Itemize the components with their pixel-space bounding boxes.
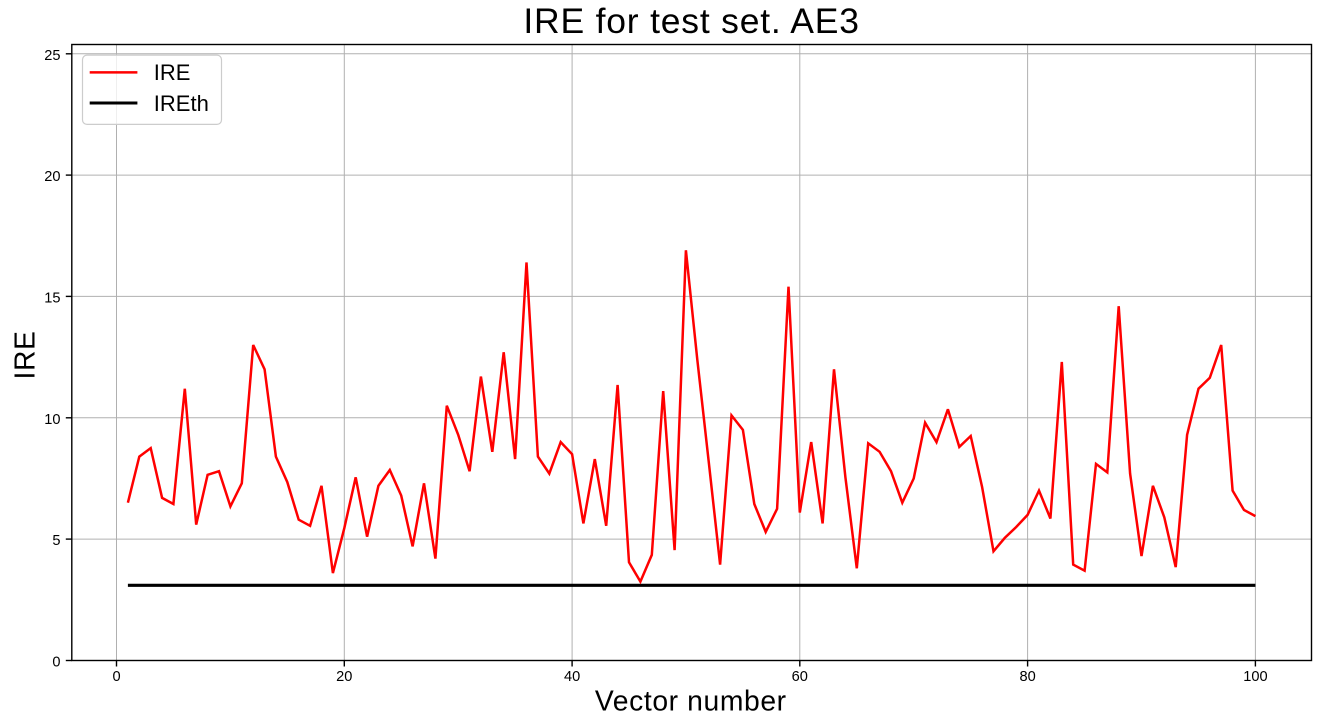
svg-text:20: 20	[44, 169, 60, 185]
svg-text:IRE: IRE	[9, 331, 41, 380]
svg-text:100: 100	[1243, 669, 1267, 685]
svg-text:10: 10	[44, 412, 60, 428]
svg-text:0: 0	[112, 669, 120, 685]
svg-text:60: 60	[792, 669, 808, 685]
svg-text:IRE for test set. AE3: IRE for test set. AE3	[523, 1, 859, 41]
svg-text:80: 80	[1019, 669, 1035, 685]
svg-text:15: 15	[44, 290, 60, 306]
svg-text:0: 0	[52, 655, 60, 671]
svg-text:IRE: IRE	[154, 60, 191, 85]
svg-text:20: 20	[336, 669, 352, 685]
svg-text:IREth: IREth	[154, 91, 209, 116]
svg-text:40: 40	[564, 669, 580, 685]
svg-text:25: 25	[44, 48, 60, 64]
svg-text:5: 5	[52, 533, 60, 549]
svg-text:Vector number: Vector number	[595, 685, 787, 717]
